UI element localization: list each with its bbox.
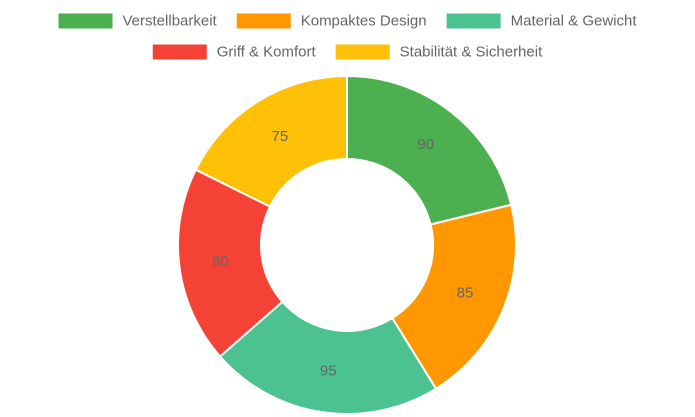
legend-swatch-kompaktes-design [236,13,291,29]
data-label-griff-and-komfort: 80 [212,253,229,270]
chart-legend: Verstellbarkeit Kompaktes Design Material … [58,13,638,61]
legend-label-material-and-gewicht: Material & Gewicht [511,13,638,30]
data-label-kompaktes-design: 85 [457,285,474,302]
slice-verstellbarkeit[interactable] [346,74,513,226]
legend-swatch-stabilitaet-and-sicherheit [335,44,390,60]
chart-slices [177,74,517,415]
legend-label-kompaktes-design: Kompaktes Design [301,13,427,30]
legend-item-stabilitaet-and-sicherheit[interactable]: Stabilität & Sicherheit [335,44,543,61]
slice-kompaktes-design[interactable] [390,203,517,391]
slice-griff-and-komfort[interactable] [177,168,284,358]
data-label-verstellbarkeit: 90 [417,136,434,153]
legend-label-verstellbarkeit: Verstellbarkeit [123,13,218,30]
legend-label-griff-and-komfort: Griff & Komfort [217,44,317,61]
legend-item-verstellbarkeit[interactable]: Verstellbarkeit [58,13,218,30]
legend-label-stabilitaet-and-sicherheit: Stabilität & Sicherheit [400,44,543,61]
legend-swatch-griff-and-komfort [152,44,207,60]
legend-item-kompaktes-design[interactable]: Kompaktes Design [236,13,427,30]
legend-item-material-and-gewicht[interactable]: Material & Gewicht [446,13,638,30]
legend-swatch-material-and-gewicht [446,13,501,29]
chart-data-labels: 90 85 95 80 75 [212,128,473,380]
legend-item-griff-and-komfort[interactable]: Griff & Komfort [152,44,317,61]
data-label-stabilitaet-and-sicherheit: 75 [272,128,289,145]
slice-material-and-gewicht[interactable] [218,300,438,415]
slice-stabilitaet-and-sicherheit[interactable] [194,74,348,209]
legend-swatch-verstellbarkeit [58,13,113,29]
data-label-material-and-gewicht: 95 [320,363,337,380]
